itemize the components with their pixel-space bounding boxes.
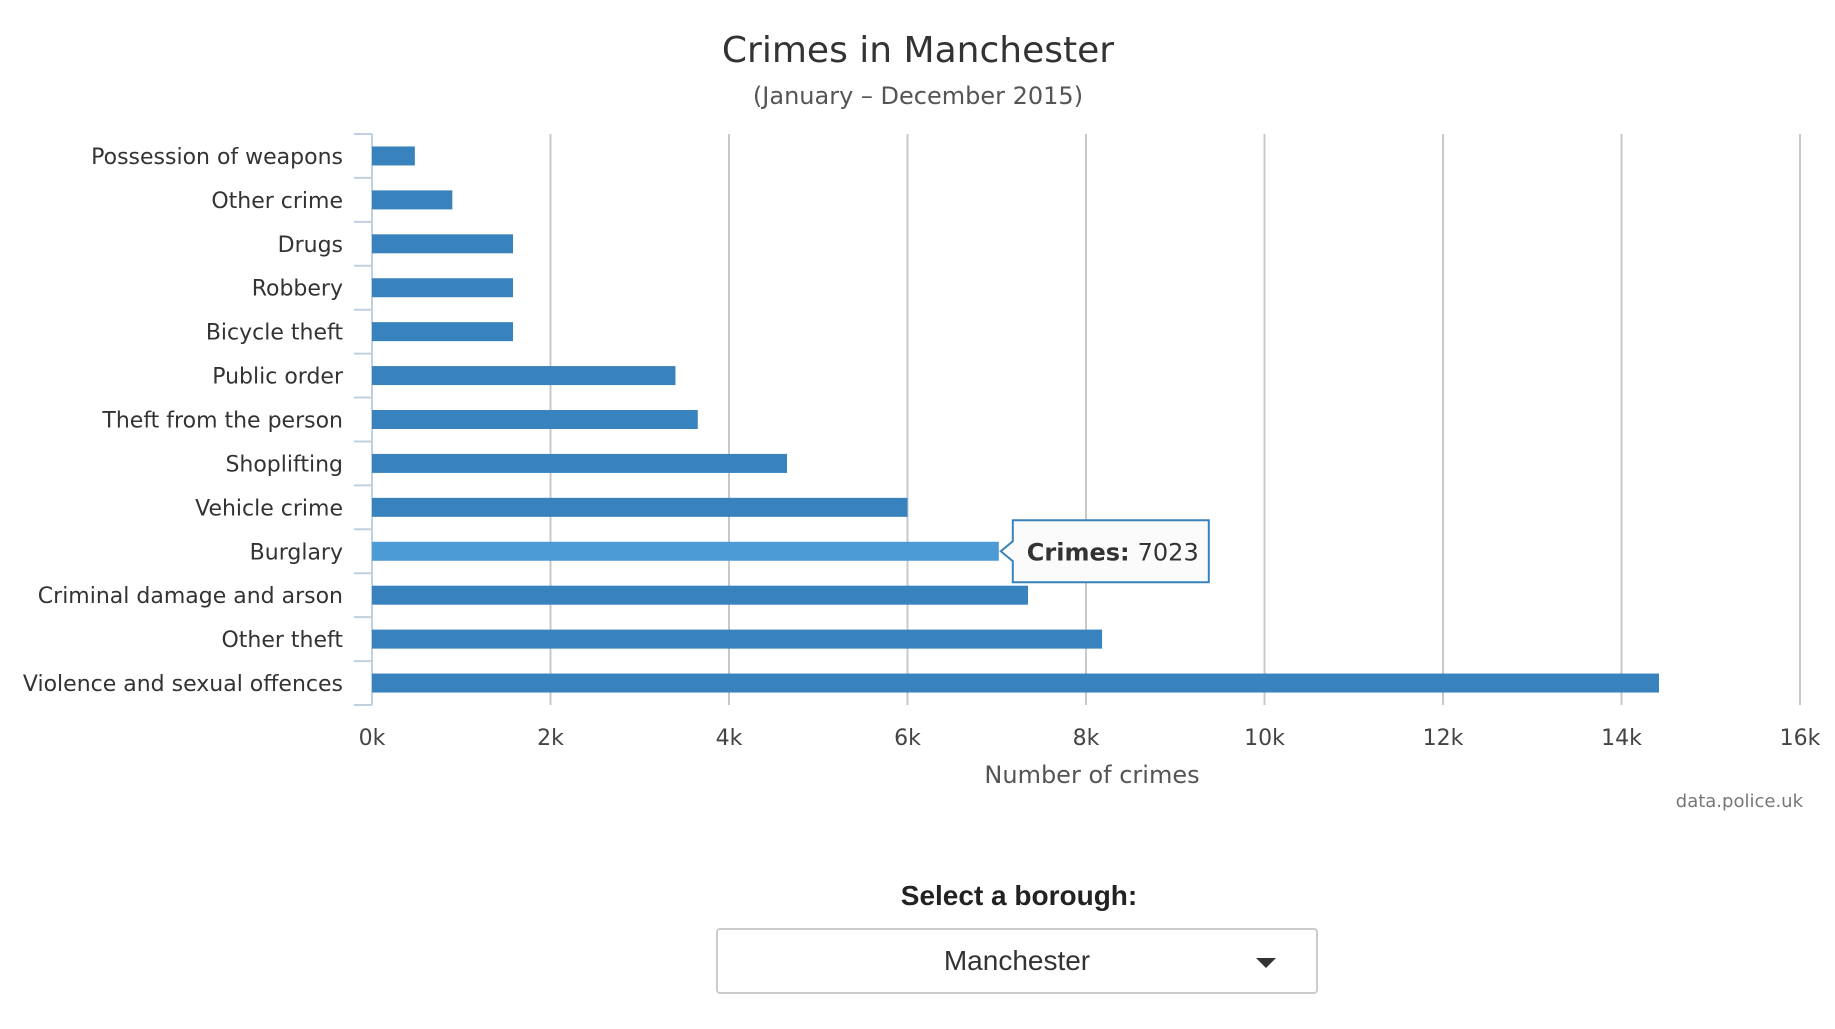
chart-credit[interactable]: data.police.uk (1676, 791, 1804, 812)
bar[interactable] (372, 497, 908, 517)
bar-chart: Crimes in Manchester (January – December… (23, 30, 1821, 812)
category-label: Burglary (250, 540, 343, 565)
bar[interactable] (372, 673, 1659, 693)
chevron-down-icon (1256, 958, 1276, 968)
borough-select[interactable]: Manchester (716, 928, 1318, 994)
category-label: Bicycle theft (206, 321, 344, 346)
chart-subtitle: (January – December 2015) (753, 82, 1083, 110)
x-tick-label: 2k (537, 726, 564, 751)
tooltip-text: Crimes: 7023 (1027, 538, 1199, 566)
selector-label: Select a borough: (900, 880, 1138, 911)
category-label: Shoplifting (225, 452, 343, 477)
borough-selector: Select a borough: Manchester (716, 880, 1322, 994)
x-tick-label: 0k (359, 726, 386, 751)
bar[interactable] (372, 234, 514, 254)
select-value: Manchester (943, 945, 1091, 976)
x-tick-label: 6k (894, 726, 921, 751)
x-tick-label: 8k (1073, 726, 1100, 751)
category-label: Violence and sexual offences (23, 672, 343, 697)
x-tick-label: 14k (1601, 726, 1642, 751)
category-label: Possession of weapons (91, 145, 343, 170)
x-axis-title: Number of crimes (984, 761, 1199, 789)
bars (372, 146, 1659, 693)
x-tick-label: 12k (1423, 726, 1464, 751)
tooltip: Crimes: 7023 (999, 519, 1210, 584)
category-label: Other crime (211, 189, 343, 214)
bar[interactable] (372, 278, 514, 298)
bar[interactable] (372, 541, 999, 561)
category-label: Drugs (278, 233, 343, 258)
category-label: Criminal damage and arson (38, 584, 343, 609)
x-axis-tick-labels: 0k 2k 4k 6k 8k 10k 12k 14k 16k (359, 726, 1821, 751)
bar[interactable] (372, 585, 1028, 605)
x-tick-label: 16k (1780, 726, 1821, 751)
category-label: Vehicle crime (195, 496, 343, 521)
category-label: Other theft (221, 628, 343, 653)
tooltip-value: 7023 (1138, 538, 1199, 566)
bar[interactable] (372, 190, 453, 210)
category-label: Theft from the person (101, 409, 343, 434)
gridlines (549, 134, 1801, 705)
x-tick-label: 4k (716, 726, 743, 751)
bar[interactable] (372, 410, 698, 429)
bar[interactable] (372, 629, 1103, 649)
bar[interactable] (372, 366, 676, 386)
tooltip-key: Crimes: (1027, 538, 1130, 566)
tooltip-box (999, 519, 1210, 584)
bar[interactable] (372, 146, 415, 166)
category-label: Robbery (252, 277, 343, 302)
category-label: Public order (212, 365, 344, 390)
bar[interactable] (372, 322, 514, 342)
chart-title: Crimes in Manchester (722, 30, 1114, 71)
bar[interactable] (372, 453, 788, 473)
category-labels: Possession of weapons Other crime Drugs Rob… (23, 145, 344, 697)
x-tick-label: 10k (1244, 726, 1285, 751)
y-axis (354, 133, 373, 706)
